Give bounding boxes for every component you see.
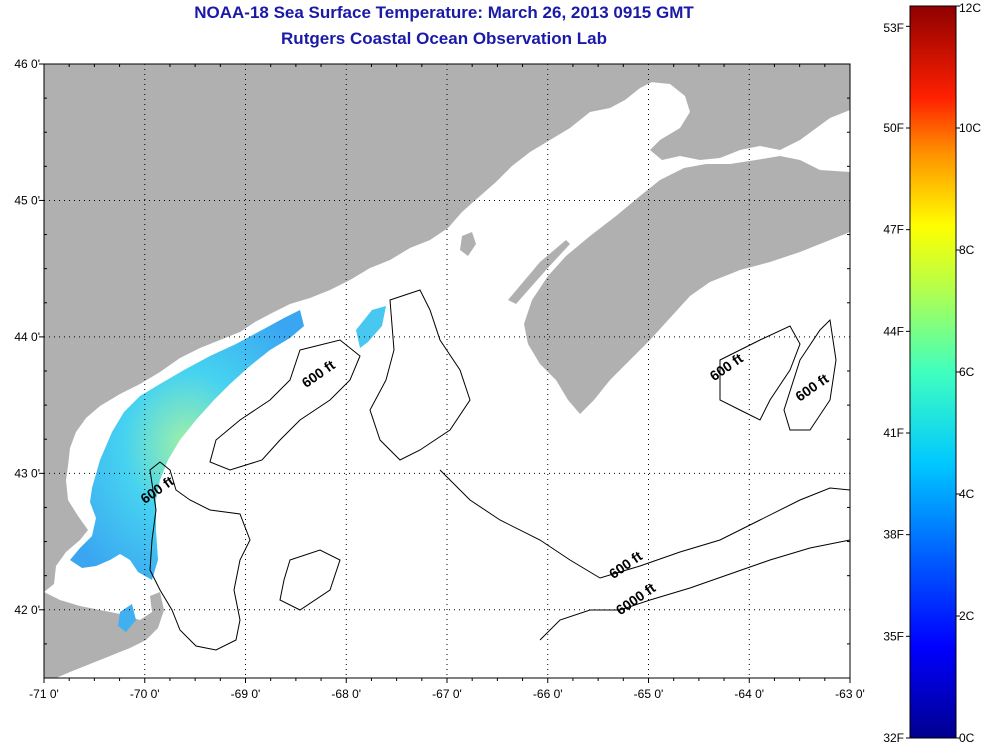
contour-600ft-basin bbox=[209, 339, 361, 471]
map-title: NOAA-18 Sea Surface Temperature: March 2… bbox=[44, 0, 844, 52]
x-tick-label: -68 0' bbox=[331, 687, 361, 701]
y-tick-label: 43 0' bbox=[14, 466, 40, 480]
colorbar-c-label: 4C bbox=[959, 487, 975, 501]
title-line-2: Rutgers Coastal Ocean Observation Lab bbox=[281, 29, 607, 48]
colorbar bbox=[909, 5, 957, 739]
land-grand-manan bbox=[460, 232, 476, 256]
sst-coverage-offshore bbox=[356, 306, 386, 348]
colorbar-c-label: 6C bbox=[959, 365, 975, 379]
contour-600ft-shelf bbox=[439, 469, 850, 579]
x-tick-label: -65 0' bbox=[634, 687, 664, 701]
colorbar-f-label: 53F bbox=[883, 21, 904, 35]
contour-6000ft bbox=[539, 539, 850, 641]
map-content bbox=[44, 64, 850, 678]
contour-600ft-gulf bbox=[149, 461, 251, 651]
colorbar-c-label: 0C bbox=[959, 731, 975, 745]
colorbar-f-label: 32F bbox=[883, 731, 904, 745]
sst-coverage-capecod bbox=[118, 604, 136, 632]
x-tick-label: -63 0' bbox=[835, 687, 865, 701]
y-tick-label: 46 0' bbox=[14, 57, 40, 71]
land-new-england bbox=[44, 64, 850, 592]
land-long-island-ns bbox=[508, 240, 570, 304]
colorbar-f-label: 35F bbox=[883, 629, 904, 643]
title-line-1: NOAA-18 Sea Surface Temperature: March 2… bbox=[194, 3, 694, 22]
x-tick-label: -64 0' bbox=[734, 687, 764, 701]
x-tick-label: -69 0' bbox=[231, 687, 261, 701]
x-tick-label: -71 0' bbox=[29, 687, 59, 701]
contour-600ft-scotian-2 bbox=[783, 318, 837, 431]
x-tick-label: -67 0' bbox=[432, 687, 462, 701]
y-tick-label: 42 0' bbox=[14, 603, 40, 617]
bathymetry-contours bbox=[149, 289, 850, 651]
y-tick-label: 45 0' bbox=[14, 193, 40, 207]
sst-coverage bbox=[70, 310, 304, 580]
colorbar-f-label: 38F bbox=[883, 528, 904, 542]
contour-600ft-east bbox=[369, 289, 471, 461]
colorbar-fahrenheit-labels: 53F 50F 47F 44F 41F 38F 35F 32F bbox=[883, 21, 910, 745]
land-cape-cod bbox=[44, 592, 164, 678]
y-tick-label: 44 0' bbox=[14, 330, 40, 344]
contour-600ft-scotian-1 bbox=[719, 325, 801, 421]
contour-600ft-bank bbox=[279, 549, 341, 611]
colorbar-f-label: 44F bbox=[883, 324, 904, 338]
colorbar-c-label: 12C bbox=[959, 1, 981, 15]
colorbar-f-label: 41F bbox=[883, 426, 904, 440]
colorbar-c-label: 10C bbox=[959, 121, 981, 135]
colorbar-f-label: 50F bbox=[883, 121, 904, 135]
colorbar-c-label: 2C bbox=[959, 609, 975, 623]
colorbar-c-label: 8C bbox=[959, 243, 975, 257]
y-axis: 46 0' 45 0' 44 0' 43 0' 42 0' bbox=[14, 57, 850, 679]
x-axis: -71 0' -70 0' -69 0' -68 0' -67 0' -66 0' -65 … bbox=[29, 64, 865, 701]
colorbar-celsius-labels: 12C 10C 8C 6C 4C 2C 0C bbox=[956, 1, 981, 745]
x-tick-label: -70 0' bbox=[130, 687, 160, 701]
colorbar-f-label: 47F bbox=[883, 223, 904, 237]
x-tick-label: -66 0' bbox=[533, 687, 563, 701]
land-nova-scotia bbox=[524, 156, 850, 414]
land-new-brunswick bbox=[580, 64, 850, 160]
